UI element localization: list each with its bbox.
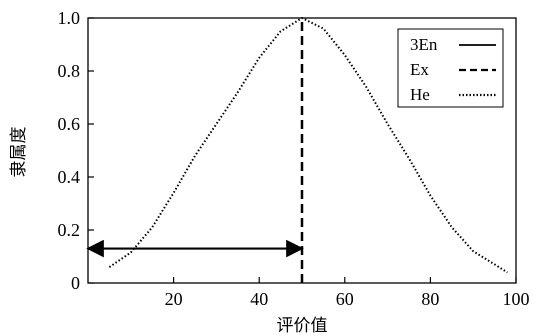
legend-box (397, 28, 504, 108)
x-tick-label: 40 (250, 289, 268, 309)
legend-label-3en: 3En (410, 35, 438, 54)
x-tick-label: 80 (421, 289, 439, 309)
legend: 3En Ex He (397, 28, 504, 108)
x-tick-label: 100 (503, 289, 530, 309)
x-tick-label: 60 (336, 289, 354, 309)
y-tick-label: 0.4 (58, 167, 81, 187)
legend-label-ex: Ex (410, 60, 429, 79)
series-he-line (108, 16, 508, 274)
y-tick-label: 0 (71, 273, 80, 293)
x-tick-label: 20 (165, 289, 183, 309)
y-tick-label: 0.8 (58, 61, 81, 81)
y-tick-label: 1.0 (58, 8, 81, 28)
y-tick-label: 0.6 (58, 114, 81, 134)
y-tick-label: 0.2 (58, 220, 81, 240)
x-axis-title: 评价值 (277, 316, 328, 336)
legend-label-he: He (410, 85, 430, 104)
y-axis-title: 隶属度 (9, 127, 29, 178)
